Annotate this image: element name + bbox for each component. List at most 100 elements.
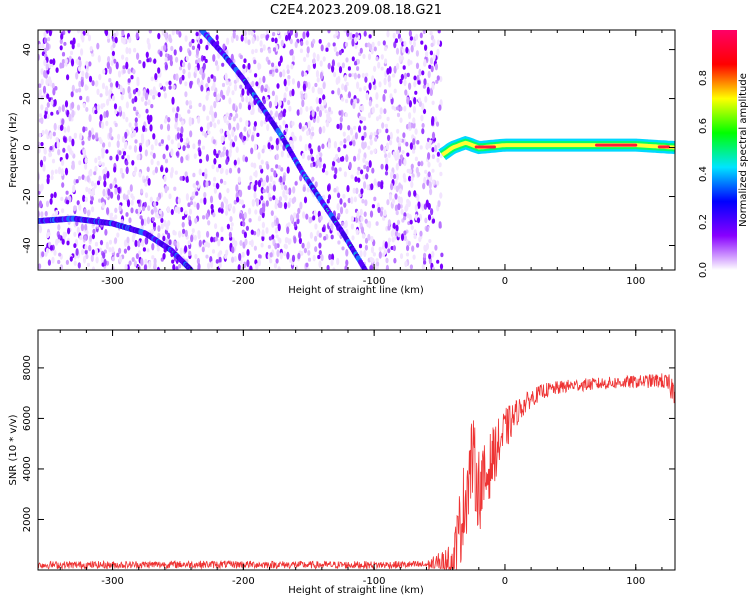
spectrogram-cell <box>402 132 406 139</box>
spectrogram-cell <box>378 81 382 88</box>
spectrogram-cell <box>322 163 326 170</box>
spectrogram-cell <box>336 257 340 266</box>
spectrogram-cell <box>314 82 318 88</box>
spectrogram-cell <box>343 171 347 178</box>
spectrogram-cell <box>174 122 178 130</box>
spectrogram-cell <box>73 243 77 249</box>
spectrogram-cell <box>359 250 363 258</box>
spectrogram-cell <box>55 209 59 216</box>
spectrogram-cell <box>363 125 367 131</box>
spectrogram-cell <box>150 151 154 156</box>
spectrogram-cell <box>57 224 61 231</box>
spectrogram-cell <box>289 49 293 56</box>
spectrogram-cell <box>247 62 251 70</box>
spectrogram-cell <box>383 249 387 255</box>
spectrogram-cell <box>318 232 322 238</box>
spectrogram-cell <box>134 139 138 144</box>
spectrogram-cell <box>69 40 74 45</box>
spectrogram-cell <box>38 263 42 270</box>
spectrogram-cell <box>182 228 186 234</box>
spectrogram-cell <box>77 43 81 48</box>
spectrogram-cell <box>317 145 321 153</box>
spectrogram-cell <box>298 122 302 130</box>
spectrogram-cell <box>434 63 438 71</box>
spectrogram-cell <box>192 143 196 150</box>
spectrogram-cell <box>117 133 121 141</box>
spectrogram-cell <box>287 201 291 209</box>
spectrogram-cell <box>219 178 224 184</box>
spectrogram-cell <box>396 112 401 118</box>
spectrogram-cell <box>345 98 349 104</box>
spectrogram-cell <box>233 199 237 205</box>
spectrogram-cell <box>339 122 343 131</box>
spectrogram-cell <box>107 188 111 196</box>
spectrogram-cell <box>174 206 178 213</box>
spectrogram-cell <box>330 259 334 266</box>
spectrogram-cell <box>325 170 329 176</box>
spectrogram-cell <box>125 57 129 62</box>
spectrogram-cell <box>114 109 118 115</box>
spectrogram-cell <box>356 81 360 90</box>
spectrogram-cell <box>185 137 189 144</box>
spectrogram-cell <box>50 169 55 176</box>
spectrogram-cell <box>399 154 404 160</box>
spectrogram-cell <box>277 223 281 232</box>
spectrogram-cell <box>373 178 377 186</box>
spectrogram-cell <box>308 143 312 149</box>
spectrogram-cell <box>251 134 255 142</box>
spectrogram-cell <box>413 234 417 240</box>
spectrogram-cell <box>214 223 218 230</box>
spectrogram-cell <box>125 46 129 55</box>
spectrogram-cell <box>253 245 257 251</box>
spectrogram-cell <box>397 232 401 238</box>
spectrogram-cell <box>144 192 149 199</box>
spectrogram-cell <box>134 117 138 123</box>
spectrogram-cell <box>371 204 375 209</box>
spectrogram-cell <box>137 240 141 248</box>
spectrogram-cell <box>283 251 287 257</box>
spectrogram-cell <box>118 150 122 156</box>
spectrogram-cell <box>320 254 324 262</box>
colorbar: 0.00.20.40.60.8 Normalized spectral ampl… <box>698 30 749 278</box>
spectrogram-cell <box>38 89 43 96</box>
spectrogram-cell <box>321 143 325 150</box>
spectrogram-cell <box>343 224 347 229</box>
spectrogram-cell <box>264 87 268 93</box>
spectrogram-cell <box>407 190 412 198</box>
spectrogram-cell <box>318 39 322 44</box>
spectrogram-cell <box>363 181 367 190</box>
spectrogram-cell <box>132 89 137 95</box>
spectrogram-cell <box>228 151 232 158</box>
spectrogram-cell <box>109 183 113 190</box>
spectrogram-cell <box>135 208 139 214</box>
spectrogram-cell <box>383 46 388 52</box>
spectrogram-cell <box>61 118 65 126</box>
spectrogram-cell <box>312 58 316 65</box>
spectrogram-cell <box>79 235 83 241</box>
spectrogram-cell <box>335 30 339 36</box>
spectrogram-cell <box>124 263 128 270</box>
spectrogram-cell <box>235 113 239 119</box>
spectrogram-cell <box>279 252 283 260</box>
spectrogram-cell <box>314 181 318 188</box>
spectrogram-cell <box>408 100 412 108</box>
spectrogram-cell <box>206 115 210 121</box>
spectrogram-cell <box>238 253 242 261</box>
spectrogram-cell <box>101 162 105 167</box>
spectrogram-cell <box>246 259 250 268</box>
spectrogram-cell <box>357 153 361 161</box>
spectrogram-cell <box>399 37 403 43</box>
spectrogram-cell <box>409 60 413 65</box>
spectrogram-cell <box>305 262 309 268</box>
spectrogram-cell <box>258 77 262 85</box>
spectrogram-cell <box>276 83 280 89</box>
spectrogram-cell <box>212 212 216 218</box>
spectrogram-cell <box>105 110 109 118</box>
spectrogram-cell <box>305 213 309 220</box>
spectrogram-cell <box>199 126 204 132</box>
spectrogram-cell <box>60 196 64 201</box>
spectrogram-cell <box>171 30 175 36</box>
spectrogram-cell <box>136 199 141 204</box>
spectrogram-cell <box>50 111 54 116</box>
